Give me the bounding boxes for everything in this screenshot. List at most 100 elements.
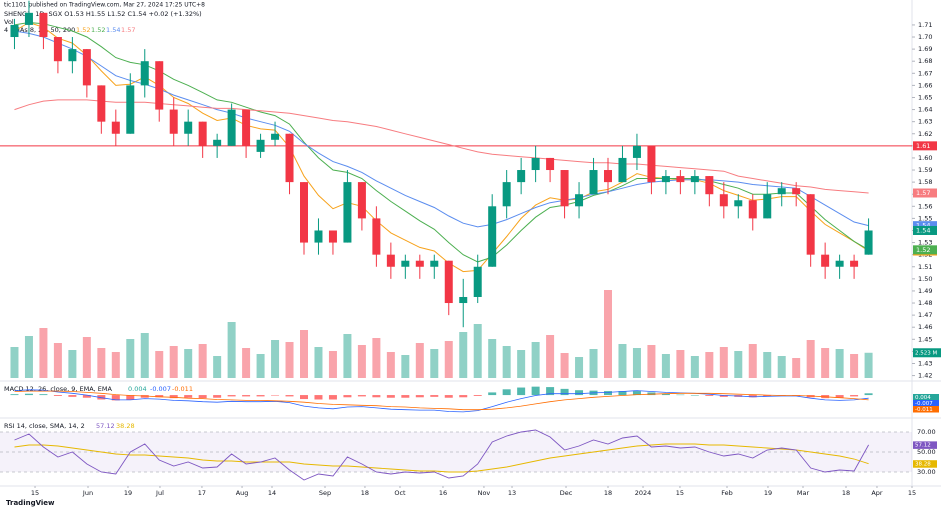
rsi-badge (913, 441, 937, 449)
macd-histogram-bar (53, 395, 62, 396)
x-tick-label: 18 (842, 489, 850, 497)
volume-bar (140, 333, 149, 378)
candle-body (24, 12, 33, 25)
y-tick-label: 1.47 (918, 311, 932, 319)
volume-bar (227, 322, 236, 378)
candle-body (357, 182, 366, 219)
macd-histogram-bar (763, 395, 772, 397)
candle-body (198, 121, 207, 146)
macd-badge-label: -0.007 (915, 401, 933, 407)
x-tick-label: Jun (82, 489, 93, 497)
candle-body (821, 254, 830, 267)
candle-body (169, 109, 178, 134)
macd-histogram-bar (705, 395, 714, 396)
volume-bar (618, 344, 627, 378)
candle-body (705, 176, 714, 195)
macd-histogram-bar (256, 395, 265, 397)
candle-body (314, 230, 323, 243)
macd-histogram-bar (690, 395, 699, 396)
volume-bar (546, 335, 555, 378)
rsi-legend-value: 57.12 (96, 422, 115, 430)
macd-histogram-bar (24, 393, 33, 396)
x-tick-label: 17 (198, 489, 206, 497)
macd-histogram-bar (271, 395, 280, 396)
volume-badge (913, 348, 941, 358)
ema-badge (913, 245, 937, 255)
candle-body (300, 182, 308, 243)
x-tick-label: Nov (478, 489, 491, 497)
ema-badge-label: 1.57 (916, 189, 930, 197)
macd-histogram-bar (372, 395, 381, 398)
macd-histogram-bar (473, 395, 482, 396)
ema-legend-value: 1.57 (121, 26, 135, 34)
volume-bar (864, 352, 873, 378)
macd-histogram-bar (430, 395, 439, 397)
x-tick-label: Dec (560, 489, 573, 497)
volume-bar (10, 347, 19, 378)
y-tick-label: 1.49 (918, 287, 932, 295)
y-tick-label: 1.71 (918, 21, 932, 29)
macd-histogram-bar (97, 395, 106, 400)
y-tick-label: 1.69 (918, 45, 932, 53)
symbol-legend: SHENG1, 1D, SGX O1.53 H1.55 L1.52 C1.54 … (4, 10, 202, 18)
candle-body (864, 230, 873, 255)
volume-bar (372, 338, 381, 378)
candle-body (763, 194, 772, 219)
volume-bar (734, 351, 743, 378)
macd-histogram-bar (604, 391, 612, 396)
candle-body (690, 176, 699, 183)
last-price-label: 1.54 (916, 226, 930, 234)
candle-body (111, 121, 120, 134)
ema-badge (913, 188, 937, 198)
candle-body (328, 230, 337, 243)
macd-histogram-bar (184, 395, 193, 398)
y-tick-label: 1.46 (918, 323, 932, 331)
candle-body (517, 170, 526, 183)
candle-body (676, 176, 685, 183)
macd-histogram-bar (155, 395, 164, 398)
x-tick-label: 13 (508, 489, 516, 497)
volume-legend: Vol (4, 18, 14, 26)
rsi-tick-label: 70.00 (917, 428, 936, 436)
candle-body (430, 260, 439, 267)
macd-histogram-bar (459, 395, 468, 398)
candle-body (68, 49, 77, 62)
macd-histogram-bar (488, 392, 497, 396)
volume-bar (719, 347, 728, 378)
ema-legend-value: 1.52 (76, 26, 90, 34)
x-tick-label: 15 (676, 489, 684, 497)
candle-body (343, 182, 352, 243)
y-tick-label: 1.45 (918, 335, 932, 343)
last-price-badge (913, 225, 937, 235)
y-tick-label: 1.63 (918, 118, 932, 126)
candle-body (777, 188, 786, 195)
volume-bar (198, 344, 207, 378)
volume-bar (285, 342, 294, 378)
macd-histogram-bar (647, 392, 656, 396)
candle-body (806, 194, 815, 255)
macd-histogram-bar (850, 395, 859, 397)
volume-bar (111, 352, 120, 378)
y-tick-label: 1.56 (918, 202, 932, 210)
candle-body (734, 200, 743, 207)
macd-histogram-bar (502, 389, 511, 396)
macd-histogram-bar (169, 395, 178, 399)
volume-bar (821, 348, 830, 378)
candle-body (184, 121, 193, 134)
ema-badge-label: 1.52 (916, 246, 930, 254)
macd-histogram-bar (242, 395, 251, 397)
candle-body (213, 139, 222, 146)
macd-histogram-bar (676, 394, 685, 396)
volume-bar (242, 348, 251, 378)
volume-bar (806, 340, 815, 378)
rsi-legend: RSI 14, close, SMA, 14, 2 (4, 422, 85, 430)
volume-bar (705, 352, 714, 378)
macd-histogram-bar (285, 395, 294, 397)
volume-bar (300, 330, 308, 378)
macd-histogram-bar (227, 395, 236, 397)
macd-histogram-bar (661, 393, 670, 396)
macd-histogram-bar (401, 395, 410, 398)
volume-bar (169, 346, 178, 378)
y-tick-label: 1.64 (918, 106, 932, 114)
macd-histogram-bar (719, 395, 728, 397)
